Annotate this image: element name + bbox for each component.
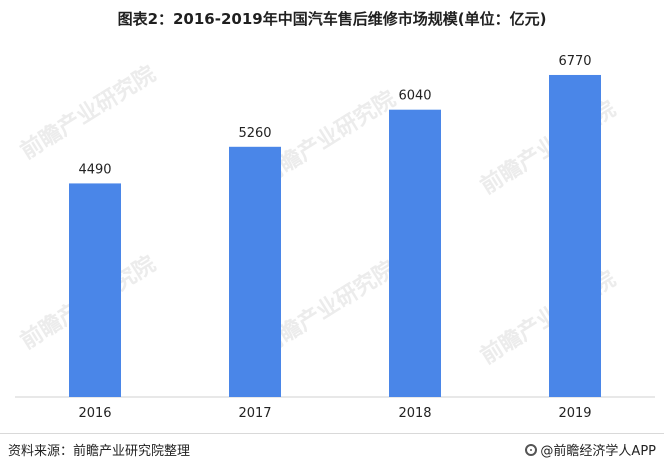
brand-text: @前瞻经济学人APP	[540, 444, 656, 459]
chart-title: 图表2：2016-2019年中国汽车售后维修市场规模(单位：亿元)	[117, 10, 547, 28]
bar-2018	[389, 109, 441, 397]
bar-chart: 4490 2016 5260 2017 6040 2018 6770 2019	[15, 54, 655, 421]
data-label-2016: 4490	[78, 162, 111, 177]
data-label-2019: 6770	[558, 54, 591, 69]
x-tick-label-2017: 2017	[238, 406, 271, 421]
brand-logo-icon	[525, 443, 538, 456]
x-tick-label-2016: 2016	[78, 406, 111, 421]
data-label-2017: 5260	[238, 126, 271, 141]
bar-2016	[69, 183, 121, 397]
x-tick-label-2018: 2018	[398, 406, 431, 421]
x-tick-label-2019: 2019	[558, 406, 591, 421]
bar-2019	[549, 74, 601, 398]
data-label-2018: 6040	[398, 89, 431, 104]
footer: 资料来源：前瞻产业研究院整理 @前瞻经济学人APP	[0, 433, 664, 465]
source-text: 资料来源：前瞻产业研究院整理	[8, 444, 191, 459]
brand: @前瞻经济学人APP	[525, 440, 656, 459]
bar-2017	[229, 146, 281, 397]
